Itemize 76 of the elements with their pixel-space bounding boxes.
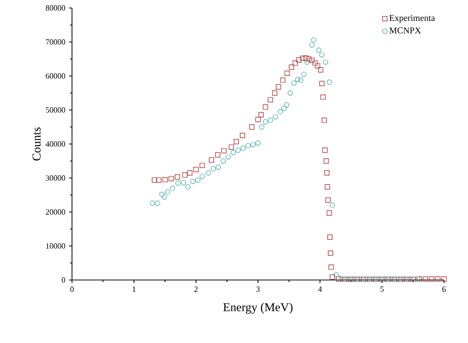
- point: [288, 90, 293, 96]
- point: [175, 180, 181, 186]
- point: [190, 178, 196, 184]
- point: [200, 174, 205, 179]
- point: [230, 150, 236, 156]
- x-tick-label: 4: [318, 286, 322, 292]
- point: [195, 177, 200, 183]
- point: [210, 166, 216, 172]
- point: [240, 145, 246, 151]
- point: [376, 276, 382, 282]
- point: [268, 118, 274, 123]
- point: [298, 77, 304, 83]
- point: [407, 276, 412, 282]
- y-tick-label: 20000: [46, 209, 66, 215]
- point: [220, 158, 226, 164]
- point: [364, 276, 370, 282]
- point: [185, 184, 191, 190]
- point: [330, 202, 335, 208]
- point: [401, 276, 406, 282]
- y-tick-label: 10000: [46, 243, 66, 249]
- point: [319, 52, 324, 58]
- point: [216, 164, 221, 170]
- y-tick-label: 70000: [46, 39, 66, 45]
- point: [295, 76, 300, 82]
- point: [345, 276, 351, 282]
- point: [284, 102, 290, 108]
- point: [259, 124, 264, 130]
- point: [236, 148, 241, 153]
- point: [370, 276, 376, 282]
- point: [291, 80, 297, 86]
- point: [322, 59, 328, 65]
- x-tick-label: 0: [70, 286, 74, 292]
- point: [316, 48, 322, 53]
- point: [250, 142, 256, 148]
- point: [352, 276, 357, 282]
- point: [278, 109, 283, 114]
- y-tick-label: 50000: [46, 107, 66, 113]
- point: [339, 276, 344, 282]
- x-tick-label: 1: [132, 286, 136, 292]
- point: [309, 42, 315, 48]
- x-tick-label: 5: [380, 286, 384, 292]
- point: [226, 154, 231, 160]
- point: [311, 37, 316, 43]
- point: [281, 106, 287, 111]
- point: [206, 170, 211, 176]
- x-tick-label: 3: [256, 286, 260, 292]
- point: [326, 80, 332, 85]
- point: [358, 276, 363, 282]
- legend-label: MCNPX: [389, 27, 421, 34]
- x-axis-title: Energy (MeV): [223, 302, 293, 314]
- y-tick-label: 40000: [46, 141, 66, 147]
- point: [301, 72, 306, 77]
- point: [255, 140, 261, 146]
- point: [394, 276, 400, 282]
- point: [382, 276, 388, 282]
- point: [170, 186, 176, 191]
- y-tick-label: 80000: [46, 5, 66, 11]
- point: [262, 119, 268, 124]
- y-tick-label: 0: [62, 277, 66, 283]
- point: [150, 200, 156, 206]
- point: [164, 189, 170, 195]
- point: [304, 59, 310, 65]
- point: [334, 272, 339, 278]
- point: [272, 114, 278, 120]
- x-tick-label: 2: [194, 286, 198, 292]
- y-tick-label: 60000: [46, 73, 66, 79]
- point: [162, 194, 167, 200]
- point: [154, 200, 160, 206]
- point: [159, 192, 164, 197]
- y-tick-label: 30000: [46, 175, 66, 181]
- point: [181, 180, 186, 186]
- point: [388, 276, 394, 282]
- x-tick-label: 6: [442, 286, 446, 292]
- point: [245, 143, 251, 148]
- legend-label: Experimenta: [389, 14, 435, 23]
- y-axis-title: Counts: [32, 127, 41, 161]
